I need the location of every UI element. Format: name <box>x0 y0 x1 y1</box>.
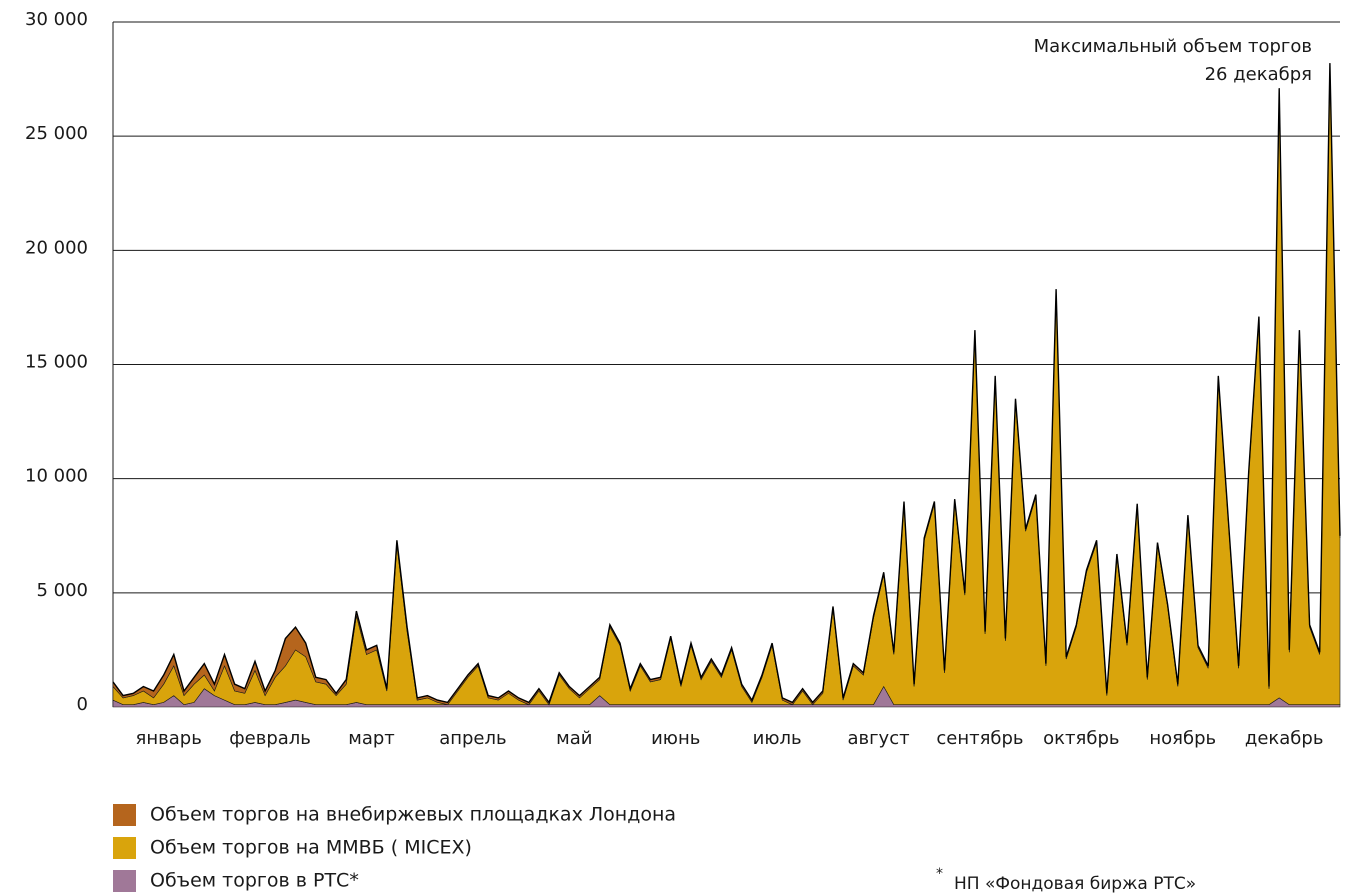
x-tick-label: февраль <box>229 728 311 749</box>
footnote: НП «Фондовая биржа РТС» <box>954 874 1196 894</box>
x-tick-label: май <box>556 728 592 749</box>
area <box>112 65 1341 706</box>
legend-swatch <box>113 837 136 859</box>
footnote-mark: * <box>936 866 943 882</box>
x-tick-label: июнь <box>651 728 700 749</box>
y-tick-label: 5 000 <box>36 580 88 601</box>
legend-label: Объем торгов на ММВБ ( MICEX) <box>150 837 472 859</box>
x-tick-label: апрель <box>439 728 506 749</box>
x-tick-label: декабрь <box>1245 728 1324 749</box>
x-tick-label: июль <box>753 728 802 749</box>
annotation: 26 декабря <box>1205 64 1312 85</box>
x-tick-label: сентябрь <box>936 728 1023 749</box>
y-tick-label: 15 000 <box>25 352 88 373</box>
x-tick-label: август <box>847 728 909 749</box>
legend-label: Объем торгов в РТС* <box>150 870 359 892</box>
y-tick-label: 25 000 <box>25 123 88 144</box>
x-tick-label: январь <box>136 728 202 749</box>
x-tick-label: октябрь <box>1043 728 1119 749</box>
x-tick-label: март <box>348 728 395 749</box>
y-tick-label: 30 000 <box>25 9 88 30</box>
y-tick-label: 0 <box>77 694 88 715</box>
x-tick-label: ноябрь <box>1149 728 1216 749</box>
legend-label: Объем торгов на внебиржевых площадках Ло… <box>150 804 676 826</box>
y-tick-label: 10 000 <box>25 466 88 487</box>
y-tick-label: 20 000 <box>25 237 88 258</box>
annotation: Максимальный объем торгов <box>1034 36 1312 57</box>
total-outline <box>112 63 1341 704</box>
legend-swatch <box>113 870 136 892</box>
legend-swatch <box>113 804 136 826</box>
